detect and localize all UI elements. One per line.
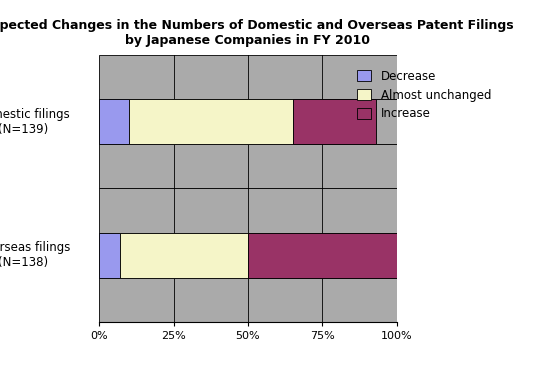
Bar xyxy=(99,233,397,277)
Bar xyxy=(120,233,248,277)
Bar xyxy=(99,277,397,322)
Bar xyxy=(248,233,397,277)
Bar xyxy=(99,100,397,144)
Bar xyxy=(99,233,120,277)
Bar xyxy=(99,55,397,100)
Bar xyxy=(99,188,397,233)
Bar xyxy=(376,100,397,144)
Bar xyxy=(99,144,397,188)
Bar xyxy=(293,100,376,144)
Legend: Decrease, Almost unchanged, Increase: Decrease, Almost unchanged, Increase xyxy=(354,66,495,124)
Bar xyxy=(99,100,129,144)
Title: Expected Changes in the Numbers of Domestic and Overseas Patent Filings
by Japan: Expected Changes in the Numbers of Domes… xyxy=(0,19,514,47)
Bar xyxy=(129,100,293,144)
